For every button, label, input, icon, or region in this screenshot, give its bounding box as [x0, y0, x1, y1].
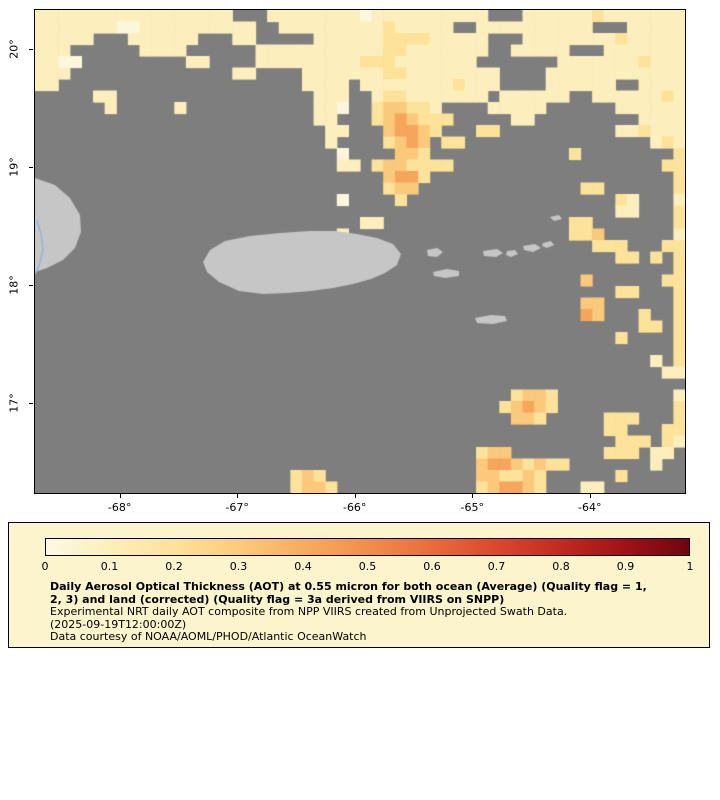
lon-tickmark — [472, 494, 474, 498]
lat-tick-label: 18° — [7, 275, 21, 295]
lon-tick-label: -67° — [225, 501, 249, 514]
colorbar-tick-label: 0 — [41, 560, 49, 573]
colorbar-tick-label: 0.2 — [165, 560, 183, 573]
legend-text-block: Daily Aerosol Optical Thickness (AOT) at… — [50, 580, 699, 644]
aot-raster-map — [35, 10, 685, 493]
colorbar-tick-label: 0.3 — [229, 560, 248, 573]
lon-tick-label: -68° — [107, 501, 132, 514]
colorbar-tick-label: 0.4 — [294, 560, 312, 573]
lat-tickmark — [29, 167, 33, 169]
colorbar-tick-label: 0.5 — [358, 560, 377, 573]
lon-tick-label: -66° — [342, 501, 367, 514]
lon-tickmark — [589, 494, 591, 498]
legend-timestamp: (2025-09-19T12:00:00Z) — [50, 617, 187, 631]
map-plot-area — [34, 9, 686, 494]
legend-title-line1: Daily Aerosol Optical Thickness (AOT) at… — [50, 580, 647, 593]
lat-tickmark — [29, 403, 33, 405]
lat-tick-label: 17° — [7, 393, 21, 413]
lat-tickmark — [29, 285, 33, 287]
colorbar-tick-label: 0.7 — [487, 560, 506, 573]
lat-tick-label: 20° — [7, 39, 21, 59]
legend-description-line: Experimental NRT daily AOT composite fro… — [50, 605, 568, 618]
lon-tick-label: -65° — [460, 501, 484, 514]
lon-tickmark — [237, 494, 239, 498]
legend-box: 0 0.1 0.2 0.3 0.4 0.5 0.6 0.7 0.8 0.9 1 Daily Aero… — [8, 522, 710, 648]
latitude-axis: 20° 19° 18° 17° — [0, 10, 34, 493]
legend-title-line2: 2, 3) and land (corrected) (Quality flag… — [50, 592, 505, 606]
colorbar-tick-label: 1 — [686, 560, 694, 573]
colorbar — [45, 538, 690, 556]
longitude-axis: -68° -67° -66° -65° -64° — [35, 494, 685, 518]
colorbar-tick-label: 0.9 — [616, 560, 635, 573]
lon-tick-label: -64° — [578, 501, 602, 514]
colorbar-tick-label: 0.1 — [100, 560, 119, 573]
legend-credit: Data courtesy of NOAA/AOML/PHOD/Atlantic… — [50, 630, 367, 643]
colorbar-tick-label: 0.8 — [552, 560, 570, 573]
lon-tickmark — [119, 494, 121, 498]
lat-tick-label: 19° — [7, 157, 21, 177]
lon-tickmark — [354, 494, 356, 498]
colorbar-tick-label: 0.6 — [423, 560, 441, 573]
colorbar-tick-labels: 0 0.1 0.2 0.3 0.4 0.5 0.6 0.7 0.8 0.9 1 — [41, 560, 694, 574]
lat-tickmark — [29, 48, 33, 50]
